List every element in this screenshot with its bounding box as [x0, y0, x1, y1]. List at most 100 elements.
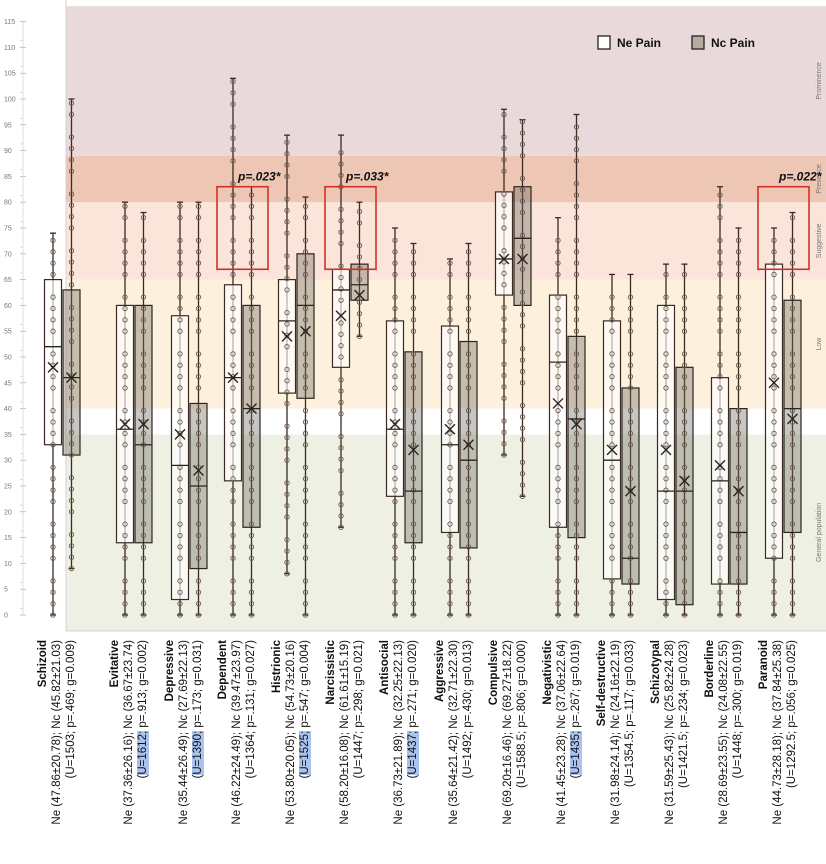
data-point	[338, 490, 344, 496]
data-point	[140, 408, 147, 414]
data-point	[663, 305, 669, 312]
y-tick-label: 85	[4, 174, 12, 181]
data-point	[140, 555, 147, 561]
data-point	[50, 385, 56, 391]
data-point	[356, 254, 363, 260]
box-ne-narcissistic	[331, 134, 351, 530]
box-ne-paranoid	[764, 227, 784, 618]
data-point	[609, 408, 615, 414]
data-point	[177, 544, 183, 550]
data-point	[555, 362, 561, 368]
data-point	[609, 578, 615, 584]
data-point	[248, 555, 255, 561]
data-point	[771, 532, 777, 539]
data-point	[447, 476, 453, 482]
data-point	[410, 271, 417, 278]
data-point	[789, 498, 796, 505]
data-point	[573, 521, 580, 527]
data-point	[465, 362, 472, 368]
data-point	[302, 578, 309, 584]
data-point	[717, 408, 723, 414]
data-point	[177, 589, 183, 595]
data-point	[519, 187, 526, 193]
data-point	[68, 475, 75, 481]
data-point	[50, 476, 56, 482]
data-point	[465, 305, 472, 312]
data-point	[50, 442, 56, 448]
x-label-self-destructive: Self-destructive Ne (31.98±24.14); Nc (24…	[595, 640, 647, 864]
data-point	[627, 544, 634, 550]
data-point	[302, 385, 309, 391]
x-label-compulsive: Compulsive Ne (69.20±16.46); Nc (69.27±18…	[487, 640, 539, 864]
box-series	[43, 77, 802, 618]
box-body	[223, 284, 243, 482]
data-point	[501, 168, 507, 174]
data-point	[717, 442, 723, 448]
data-point	[230, 373, 236, 380]
data-point	[140, 532, 147, 539]
data-point	[248, 442, 255, 448]
data-point	[230, 498, 236, 505]
data-point	[501, 452, 507, 458]
data-point	[555, 544, 561, 550]
data-point	[465, 578, 472, 584]
category-name: Histrionic	[271, 640, 283, 694]
data-point	[195, 498, 202, 505]
data-point	[627, 373, 634, 380]
data-point	[519, 243, 526, 250]
legend-label-ne: Ne Pain	[617, 36, 661, 50]
data-point	[609, 294, 615, 300]
data-point	[663, 600, 669, 607]
data-point	[177, 385, 183, 391]
data-point	[573, 476, 580, 482]
data-point	[735, 260, 742, 266]
data-point	[338, 354, 344, 360]
data-point	[248, 294, 255, 300]
data-point	[230, 203, 236, 209]
category-tests: (U=1503; p=.469; g=0.009)	[65, 640, 77, 779]
data-point	[177, 328, 183, 334]
data-point	[284, 366, 290, 373]
data-point	[338, 388, 344, 394]
data-point	[195, 260, 202, 266]
data-point	[609, 555, 615, 561]
category-stats: Ne (31.59±25.43); Nc (25.82±24.28)	[664, 640, 676, 825]
box-ne-compulsive	[494, 108, 514, 458]
data-point	[248, 373, 255, 380]
data-point	[501, 395, 507, 401]
data-point	[195, 237, 202, 244]
data-point	[771, 612, 777, 618]
data-point	[555, 612, 561, 618]
box-nc-evitative	[134, 211, 153, 618]
data-point	[627, 600, 634, 607]
data-point	[681, 555, 688, 561]
data-point	[248, 203, 255, 209]
data-point	[248, 362, 255, 368]
data-point	[392, 362, 398, 368]
data-point	[410, 532, 417, 539]
data-point	[465, 487, 472, 493]
data-point	[663, 271, 669, 278]
highlighted-text: U=1612;	[137, 730, 149, 775]
data-point	[195, 578, 202, 584]
data-point	[789, 430, 796, 437]
data-point	[284, 480, 290, 486]
data-point	[717, 521, 723, 527]
data-point	[410, 578, 417, 584]
data-point	[555, 532, 561, 539]
data-point	[302, 260, 309, 266]
data-point	[501, 145, 507, 152]
data-point	[735, 305, 742, 312]
data-point	[519, 255, 526, 261]
data-point	[717, 192, 723, 198]
data-point	[302, 419, 309, 425]
data-point	[392, 498, 398, 505]
data-point	[68, 429, 75, 435]
data-point	[248, 521, 255, 527]
data-point	[356, 322, 363, 328]
data-point	[627, 305, 634, 312]
data-point	[122, 408, 128, 414]
data-point	[519, 470, 526, 477]
data-point	[410, 351, 417, 357]
p-value-label: p=.023*	[237, 170, 282, 184]
